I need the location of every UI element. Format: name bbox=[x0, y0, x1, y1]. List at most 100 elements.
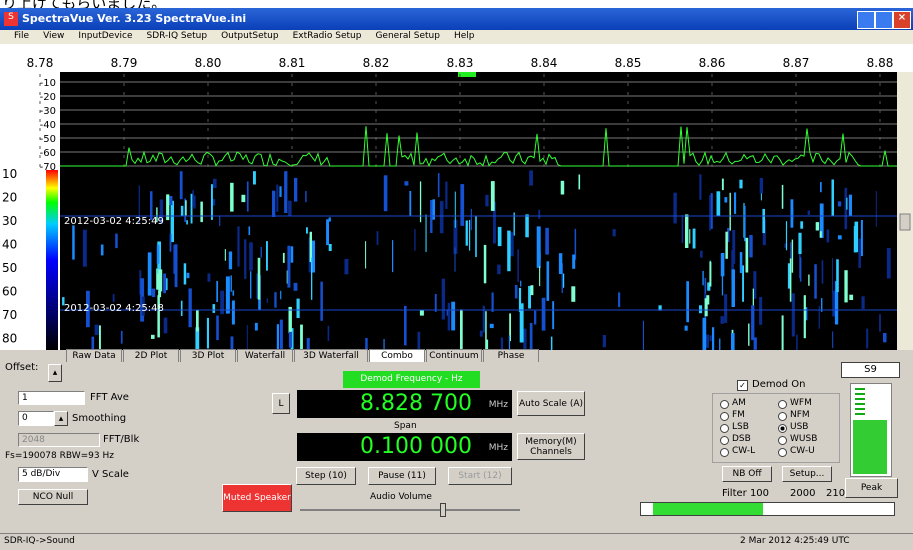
waterfall-streak bbox=[643, 321, 644, 350]
tab[interactable]: 3D Waterfall bbox=[294, 349, 368, 362]
menu-item[interactable]: OutputSetup bbox=[221, 31, 278, 41]
step-button[interactable]: Step (10) bbox=[296, 467, 356, 485]
tab[interactable]: Continuum bbox=[426, 349, 482, 362]
vscale-combo[interactable]: 5 dB/Div bbox=[18, 467, 88, 482]
spectrum-bg bbox=[60, 72, 897, 170]
menu-item[interactable]: SDR-IQ Setup bbox=[147, 31, 208, 41]
waterfall-streak bbox=[181, 301, 183, 316]
waterfall-streak bbox=[213, 179, 217, 188]
mode-radio[interactable] bbox=[778, 448, 787, 457]
waterfall-streak bbox=[673, 193, 676, 224]
waterfall-label: 80 bbox=[2, 332, 17, 346]
freq-label: 8.80 bbox=[195, 56, 222, 70]
waterfall-streak bbox=[846, 198, 847, 210]
start-button[interactable]: Start (12) bbox=[448, 467, 512, 485]
mode-radio[interactable] bbox=[720, 412, 729, 421]
smoothing-input[interactable]: 0 bbox=[18, 411, 54, 426]
waterfall-streak bbox=[460, 309, 463, 350]
waterfall-streak bbox=[686, 281, 689, 322]
waterfall-streak bbox=[719, 339, 720, 351]
auto-scale-button[interactable]: Auto Scale (A) bbox=[517, 391, 585, 416]
menu-item[interactable]: File bbox=[14, 31, 29, 41]
waterfall-streak bbox=[115, 234, 118, 249]
mode-radio[interactable] bbox=[778, 424, 787, 433]
tuning-bar[interactable] bbox=[640, 502, 895, 516]
filter-label: Filter 100 bbox=[722, 488, 769, 499]
waterfall-streak bbox=[798, 233, 801, 254]
waterfall-streak bbox=[266, 241, 268, 271]
menu-item[interactable]: InputDevice bbox=[78, 31, 132, 41]
mode-radio[interactable] bbox=[778, 436, 787, 445]
frequency-value: 8.828 700 bbox=[360, 391, 472, 416]
mode-radio[interactable] bbox=[720, 448, 729, 457]
waterfall-streak bbox=[559, 253, 562, 274]
peak-button[interactable]: Peak bbox=[845, 478, 898, 498]
waterfall-streak bbox=[552, 301, 554, 329]
waterfall-streak bbox=[808, 211, 810, 215]
demod-checkbox[interactable]: ✓ bbox=[737, 380, 748, 391]
muted-speaker-button[interactable]: Muted Speaker bbox=[222, 484, 292, 512]
waterfall-streak bbox=[280, 291, 281, 300]
close-button[interactable]: × bbox=[893, 11, 911, 29]
menu-item[interactable]: Help bbox=[454, 31, 475, 41]
fs-rbw: Fs=190078 RBW=93 Hz bbox=[5, 451, 114, 461]
waterfall-streak bbox=[492, 293, 494, 312]
waterfall-streak bbox=[233, 290, 235, 295]
setup-button[interactable]: Setup... bbox=[782, 466, 832, 482]
lock-button[interactable]: L bbox=[272, 393, 290, 414]
waterfall-streak bbox=[445, 182, 447, 209]
tab[interactable]: Phase bbox=[483, 349, 539, 362]
memory-button[interactable]: Memory(M) Channels bbox=[517, 433, 585, 460]
smoothing-spinner[interactable]: ▴ bbox=[54, 411, 68, 426]
waterfall-streak bbox=[194, 196, 196, 209]
freq-label: 8.87 bbox=[783, 56, 810, 70]
mode-radio[interactable] bbox=[778, 412, 787, 421]
waterfall-streak bbox=[507, 231, 510, 272]
waterfall-streak bbox=[306, 227, 308, 233]
waterfall-streak bbox=[849, 195, 852, 216]
waterfall-streak bbox=[724, 197, 727, 202]
tab[interactable]: Combo bbox=[369, 349, 425, 362]
fft-blk-label: FFT/Blk bbox=[103, 434, 139, 445]
waterfall-streak bbox=[749, 235, 752, 257]
minimize-button[interactable] bbox=[857, 11, 875, 29]
waterfall-streak bbox=[435, 294, 437, 312]
offset-spinner[interactable]: ▴ bbox=[48, 364, 62, 382]
waterfall-streak bbox=[113, 294, 115, 302]
fft-blk-combo[interactable]: 2048 bbox=[18, 433, 100, 447]
waterfall-streak bbox=[219, 215, 220, 226]
fft-ave-label: FFT Ave bbox=[90, 392, 129, 403]
waterfall-label: 20 bbox=[2, 191, 17, 205]
caption: り上げてもらいました。 bbox=[2, 0, 166, 8]
waterfall-streak bbox=[247, 182, 249, 212]
mode-radio[interactable] bbox=[720, 400, 729, 409]
waterfall-streak bbox=[181, 206, 184, 216]
fft-ave-input[interactable]: 1 bbox=[18, 391, 85, 405]
tab[interactable]: Waterfall bbox=[237, 349, 293, 362]
nco-null-button[interactable]: NCO Null bbox=[18, 489, 88, 505]
waterfall-streak bbox=[724, 294, 727, 323]
pause-button[interactable]: Pause (11) bbox=[368, 467, 436, 485]
waterfall-streak bbox=[241, 195, 245, 202]
waterfall-streak bbox=[365, 241, 366, 268]
tab[interactable]: 2D Plot bbox=[123, 349, 179, 362]
menu-item[interactable]: General Setup bbox=[375, 31, 440, 41]
mode-label: CW-U bbox=[790, 446, 815, 456]
mode-radio[interactable] bbox=[720, 424, 729, 433]
waterfall-streak bbox=[685, 326, 688, 331]
menu-item[interactable]: ExtRadio Setup bbox=[293, 31, 362, 41]
menu-item[interactable]: View bbox=[43, 31, 64, 41]
tab[interactable]: 3D Plot bbox=[180, 349, 236, 362]
mode-radio[interactable] bbox=[720, 436, 729, 445]
waterfall-streak bbox=[101, 245, 104, 256]
volume-thumb[interactable] bbox=[440, 503, 446, 517]
waterfall-streak bbox=[475, 216, 477, 257]
mode-radio[interactable] bbox=[778, 400, 787, 409]
tab[interactable]: Raw Data bbox=[66, 349, 122, 362]
nb-off-button[interactable]: NB Off bbox=[722, 466, 772, 482]
maximize-button[interactable] bbox=[875, 11, 893, 29]
waterfall-streak bbox=[547, 261, 550, 301]
waterfall-streak bbox=[200, 202, 203, 223]
waterfall-streak bbox=[879, 314, 881, 331]
waterfall-streak bbox=[279, 186, 281, 197]
